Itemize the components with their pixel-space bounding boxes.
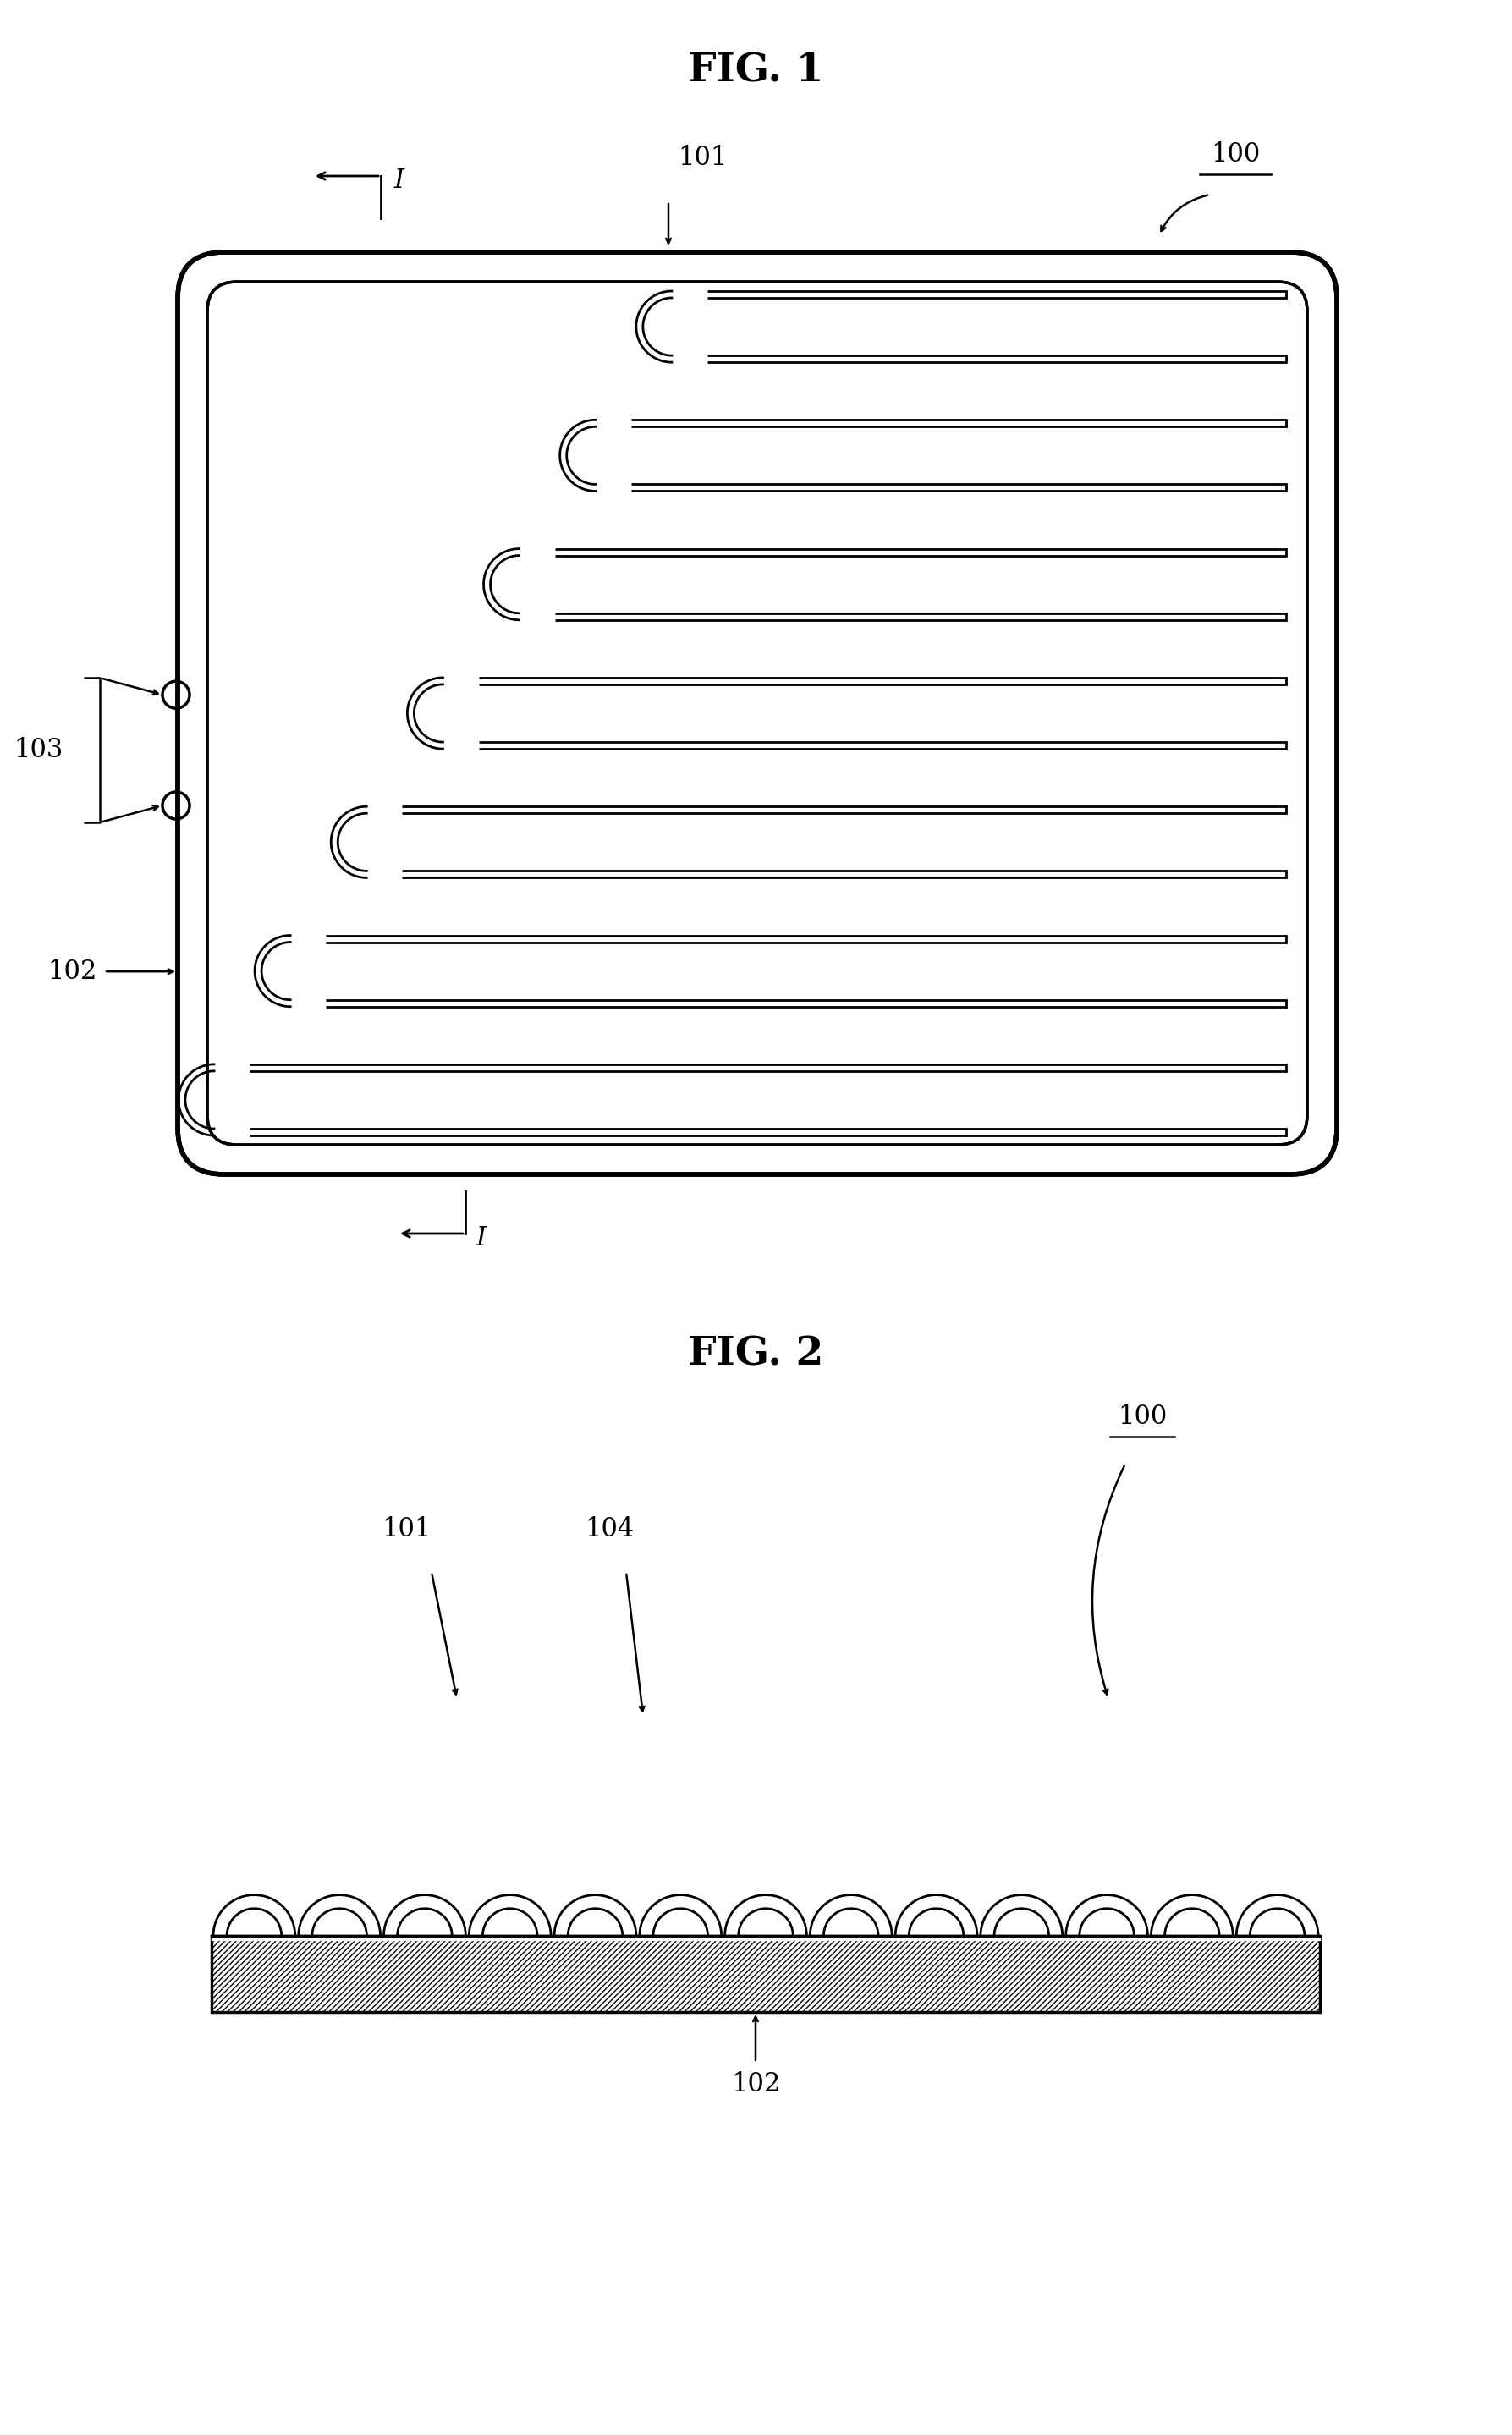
Text: 100: 100	[1117, 1403, 1167, 1429]
Text: FIG. 1: FIG. 1	[688, 51, 824, 90]
Text: 103: 103	[14, 738, 64, 762]
Text: FIG. 2: FIG. 2	[688, 1334, 824, 1373]
Text: 101: 101	[381, 1517, 431, 1541]
Text: 102: 102	[48, 959, 97, 984]
Text: I: I	[475, 1225, 485, 1252]
FancyBboxPatch shape	[178, 253, 1337, 1174]
Bar	[212, 1936, 1320, 2011]
FancyBboxPatch shape	[178, 253, 1337, 1174]
Text: I: I	[393, 168, 404, 192]
Text: 101: 101	[677, 144, 727, 170]
FancyBboxPatch shape	[207, 282, 1308, 1144]
Text: 102: 102	[730, 2072, 780, 2097]
Text: 104: 104	[585, 1517, 634, 1541]
Text: 100: 100	[1211, 141, 1259, 168]
